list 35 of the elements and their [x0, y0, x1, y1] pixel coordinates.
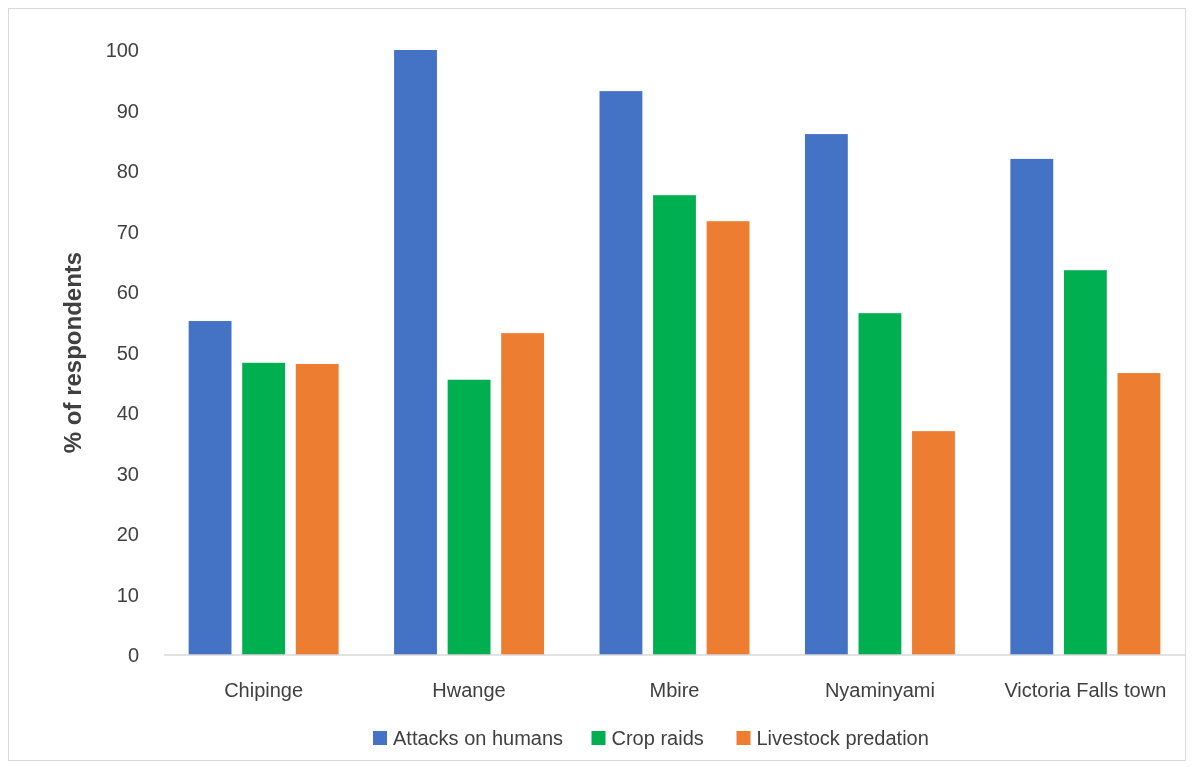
y-tick-label: 80 — [116, 160, 139, 182]
bar — [912, 431, 955, 655]
bar — [501, 333, 545, 655]
y-tick-label: 40 — [116, 402, 139, 424]
x-tick-label: Victoria Falls town — [1004, 679, 1167, 701]
bar — [599, 91, 643, 655]
bar — [1063, 270, 1107, 655]
y-tick-label: 90 — [116, 99, 139, 122]
y-tick-label: 50 — [116, 341, 139, 364]
y-tick-label: 70 — [116, 220, 139, 243]
bar — [1010, 158, 1054, 655]
x-tick-label: Mbire — [649, 679, 700, 701]
bar — [804, 134, 848, 655]
bar — [447, 379, 491, 655]
bar — [858, 313, 902, 655]
x-tick-label: Chipinge — [224, 679, 304, 701]
x-tick-label: Nyaminyami — [824, 679, 935, 701]
y-tick-label: 0 — [127, 644, 139, 666]
y-axis-title: % of respondents — [59, 251, 86, 454]
y-tick-label: 60 — [116, 281, 139, 303]
bar — [706, 221, 750, 655]
bar — [653, 195, 696, 655]
y-tick-label: 30 — [116, 462, 139, 485]
y-tick-label: 10 — [116, 583, 139, 606]
legend-label: Crop raids — [611, 727, 704, 749]
bar — [295, 364, 339, 655]
legend-label: Livestock predation — [756, 727, 929, 749]
bar — [188, 321, 232, 655]
y-tick-label: 100 — [105, 39, 139, 61]
bar — [1117, 373, 1161, 655]
x-tick-label: Hwange — [432, 679, 506, 701]
legend-label: Attacks on humans — [393, 727, 564, 749]
y-tick-label: 20 — [116, 523, 139, 545]
bar — [394, 50, 437, 655]
bar — [242, 362, 286, 655]
